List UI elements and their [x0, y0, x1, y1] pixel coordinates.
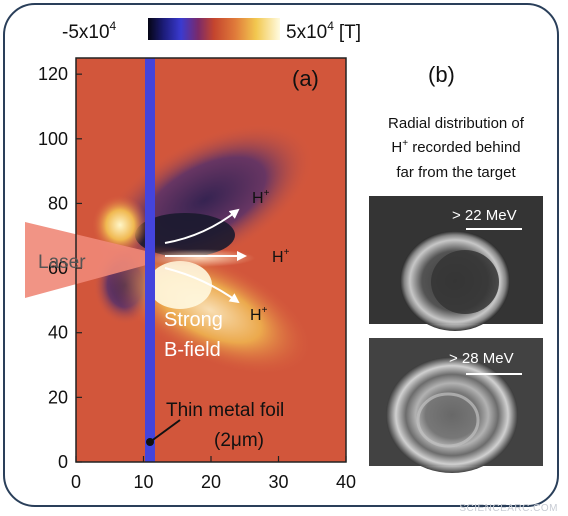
colorbar — [148, 18, 280, 40]
foil-label-line1: Thin metal foil — [166, 400, 284, 421]
panel-b-caption-line1: Radial distribution of — [388, 115, 525, 132]
field-region-positive-upper — [92, 195, 148, 255]
y-tick-label: 40 — [48, 323, 68, 343]
panel-b-label: (b) — [428, 62, 455, 87]
field-label-line2: B-field — [164, 339, 221, 361]
foil-label-line2: (2μm) — [214, 430, 264, 451]
ion-label-top: H+ — [252, 188, 270, 207]
heatmap-plot — [25, 58, 346, 462]
x-tick-label: 20 — [201, 472, 221, 492]
ion-arrow-up — [164, 208, 240, 244]
axes: 0 10 20 30 40 0 20 40 60 80 100 120 — [38, 64, 356, 492]
x-tick-label: 0 — [71, 472, 81, 492]
ion-label-mid: H+ — [272, 247, 290, 266]
y-tick-label: 100 — [38, 129, 68, 149]
panel-b-caption-line3: far from the target — [396, 164, 516, 181]
foil-pointer-line — [149, 419, 181, 443]
metal-foil — [145, 58, 155, 462]
y-tick-label: 20 — [48, 387, 68, 407]
y-tick-label: 0 — [58, 452, 68, 472]
x-tick-label: 40 — [336, 472, 356, 492]
y-tick-label: 120 — [38, 64, 68, 84]
watermark: SCIENCEARC.COM — [459, 503, 558, 514]
laser-beam — [25, 222, 150, 298]
panel-a-label: (a) — [292, 66, 319, 91]
image1-energy-label: > 22 MeV — [452, 207, 517, 224]
y-tick-label: 60 — [48, 258, 68, 278]
laser-label: Laser — [38, 252, 86, 273]
colorbar-min-label: -5x104 — [62, 19, 117, 43]
y-tick-label: 80 — [48, 193, 68, 213]
field-label-line1: Strong — [164, 309, 223, 331]
ion-arrow-down — [164, 267, 240, 304]
colorbar-max-label: 5x104 [T] — [286, 19, 361, 43]
panel-b-caption-line2: H+ recorded behind — [391, 138, 520, 156]
proton-image-22mev: > 22 MeV — [369, 196, 543, 331]
ion-label-bottom: H+ — [250, 305, 268, 324]
proton-image-28mev: > 28 MeV — [369, 338, 543, 473]
x-tick-label: 10 — [133, 472, 153, 492]
x-tick-label: 30 — [268, 472, 288, 492]
image2-energy-label: > 28 MeV — [449, 350, 514, 367]
